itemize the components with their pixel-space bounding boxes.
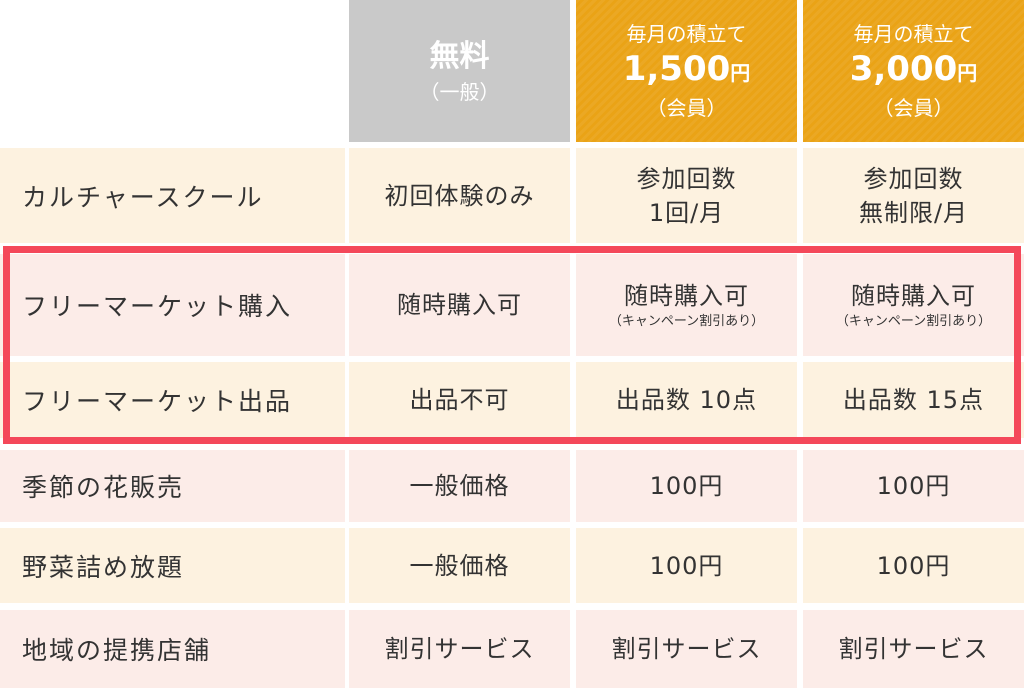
header-plan-1500: 毎月の積立て 1,500円 （会員） bbox=[576, 0, 797, 142]
row-value-cell: 出品数 10点 bbox=[576, 362, 797, 438]
row-value-cell: 随時購入可 （キャンペーン割引あり） bbox=[803, 254, 1024, 356]
plan-line1: 毎月の積立て bbox=[626, 22, 747, 46]
row-value-cell: 割引サービス bbox=[803, 610, 1024, 688]
row-value: 出品不可 bbox=[409, 386, 510, 414]
row-value-cell: 出品数 15点 bbox=[803, 362, 1024, 438]
row-value-cell: 100円 bbox=[803, 450, 1024, 522]
row-value-cell: 参加回数無制限/月 bbox=[803, 148, 1024, 243]
row-label-cell: 季節の花販売 bbox=[0, 450, 345, 522]
row-value-cell: 100円 bbox=[576, 528, 797, 603]
row-value-cell: 一般価格 bbox=[349, 450, 570, 522]
price-value: 1,500 bbox=[622, 49, 731, 89]
row-value-sub: （キャンペーン割引あり） bbox=[608, 314, 765, 329]
row-value: 随時購入可 bbox=[624, 282, 749, 310]
row-label: 季節の花販売 bbox=[22, 473, 185, 502]
row-label-cell: フリーマーケット出品 bbox=[0, 362, 345, 438]
row-value: 100円 bbox=[876, 472, 951, 500]
row-value: 100円 bbox=[649, 472, 724, 500]
row-value: 一般価格 bbox=[409, 472, 510, 500]
row-value-sub: 1回/月 bbox=[648, 198, 725, 227]
header-plan-3000: 毎月の積立て 3,000円 （会員） bbox=[803, 0, 1024, 142]
row-value: 随時購入可 bbox=[851, 282, 976, 310]
row-value: 割引サービス bbox=[838, 635, 989, 663]
row-value: 出品数 15点 bbox=[842, 386, 985, 414]
free-sub: （一般） bbox=[419, 80, 500, 104]
row-value-cell: 100円 bbox=[803, 528, 1024, 603]
row-value: 割引サービス bbox=[384, 635, 535, 663]
row-value-cell: 初回体験のみ bbox=[349, 148, 570, 243]
row-value: 初回体験のみ bbox=[384, 181, 535, 210]
row-label: 野菜詰め放題 bbox=[22, 552, 185, 582]
row-value-cell: 参加回数 1回/月 bbox=[576, 148, 797, 243]
row-value-cell: 一般価格 bbox=[349, 528, 570, 603]
plan-price: 3,000円 bbox=[850, 48, 978, 94]
plan-price: 1,500円 bbox=[623, 48, 751, 94]
row-value-cell: 随時購入可 bbox=[349, 254, 570, 356]
plan-sub: （会員） bbox=[873, 96, 954, 120]
row-value-sub: 無制限/月 bbox=[858, 198, 969, 227]
price-value: 3,000 bbox=[849, 49, 958, 89]
row-value-cell: 割引サービス bbox=[576, 610, 797, 688]
free-title: 無料 bbox=[429, 39, 490, 74]
row-label: カルチャースクール bbox=[22, 182, 264, 212]
row-label: 地域の提携店舗 bbox=[22, 636, 212, 665]
plan-sub: （会員） bbox=[646, 96, 727, 120]
row-value-sub: （キャンペーン割引あり） bbox=[835, 314, 992, 329]
row-value: 随時購入可 bbox=[397, 291, 522, 319]
header-free-plan: 無料 （一般） bbox=[349, 0, 570, 142]
row-label-cell: カルチャースクール bbox=[0, 148, 345, 243]
row-value-cell: 100円 bbox=[576, 450, 797, 522]
row-label: フリーマーケット購入 bbox=[22, 292, 293, 321]
row-value-cell: 割引サービス bbox=[349, 610, 570, 688]
row-value-cell: 出品不可 bbox=[349, 362, 570, 438]
row-label: フリーマーケット出品 bbox=[22, 387, 293, 416]
price-unit: 円 bbox=[957, 61, 978, 85]
row-value: 参加回数 bbox=[636, 164, 737, 193]
row-value-cell: 随時購入可 （キャンペーン割引あり） bbox=[576, 254, 797, 356]
row-value: 参加回数 bbox=[863, 164, 964, 193]
row-value: 割引サービス bbox=[611, 635, 762, 663]
row-value: 100円 bbox=[649, 551, 724, 580]
row-value: 出品数 10点 bbox=[615, 386, 758, 414]
row-value: 一般価格 bbox=[409, 551, 510, 580]
plan-line1: 毎月の積立て bbox=[853, 22, 974, 46]
row-value: 100円 bbox=[876, 551, 951, 580]
row-label-cell: 野菜詰め放題 bbox=[0, 528, 345, 603]
row-label-cell: フリーマーケット購入 bbox=[0, 254, 345, 356]
price-unit: 円 bbox=[730, 61, 751, 85]
row-label-cell: 地域の提携店舗 bbox=[0, 610, 345, 688]
